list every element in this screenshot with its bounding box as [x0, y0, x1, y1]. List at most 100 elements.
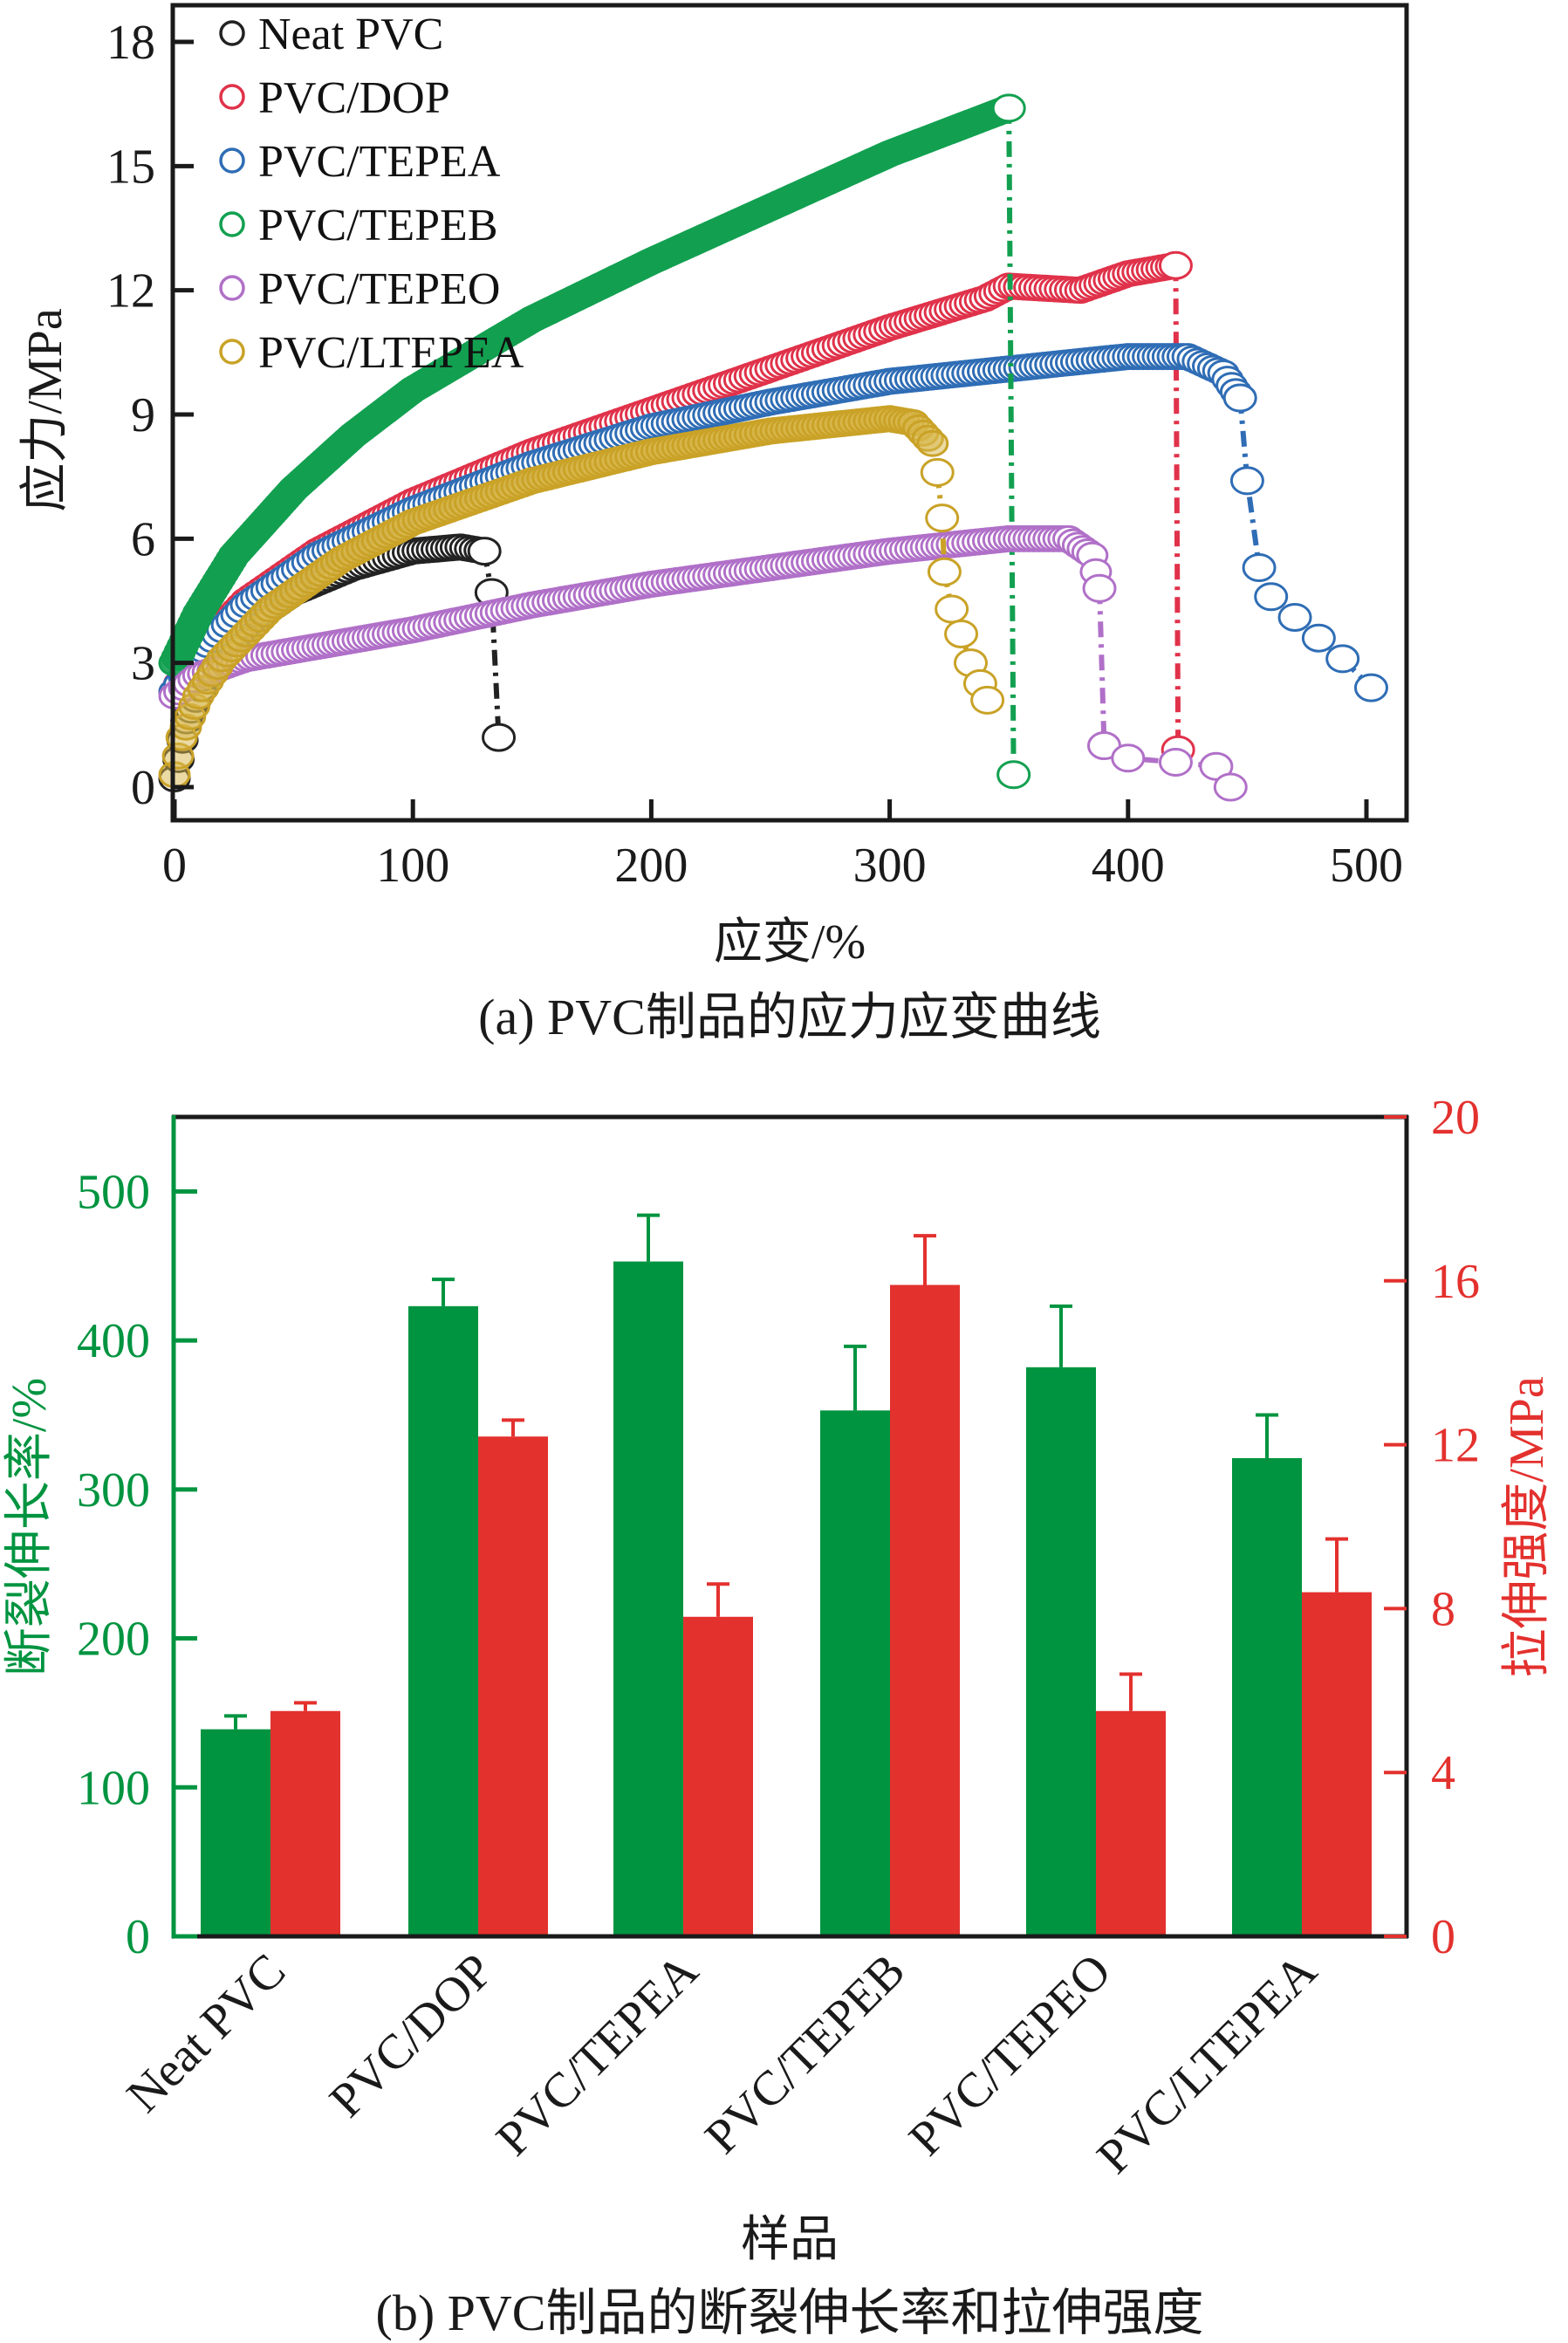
legend-label: PVC/TEPEB [258, 201, 498, 250]
legend-marker [219, 20, 245, 46]
bar-group [1026, 1304, 1166, 1936]
fracture-point [920, 457, 955, 487]
left-tick-label: 0 [126, 1910, 150, 1964]
x-axis-ticks-a: 0 100 200 300 400 500 [162, 799, 1403, 893]
x-axis-title-b: 样品 [741, 2213, 839, 2267]
fracture-point [1325, 644, 1360, 674]
category-labels: Neat PVC PVC/DOPPVC/TEPEAPVC/TEPEBPVC/TEP… [117, 1943, 1328, 2184]
x-tick-label: 100 [376, 839, 449, 893]
bar-tensile-strength [890, 1285, 960, 1936]
x-tick-label: 200 [614, 839, 688, 893]
fracture-point [1158, 250, 1193, 280]
bar-group [1232, 1413, 1372, 1936]
legend-marker [219, 211, 245, 237]
y-tick-label: 18 [106, 16, 155, 70]
caption-a: (a) PVC制品的应力应变曲线 [478, 989, 1101, 1045]
fracture-line [1173, 265, 1181, 750]
series-pvc-tepeb [158, 93, 1031, 790]
fracture-point [970, 685, 1005, 715]
x-tick-label: 400 [1092, 839, 1165, 893]
legend-label: PVC/TEPEO [258, 264, 500, 314]
bar-tensile-strength [683, 1616, 753, 1936]
left-tick-label: 200 [77, 1613, 150, 1667]
bar-tensile-strength [1302, 1592, 1372, 1936]
right-tick-label: 12 [1431, 1419, 1480, 1473]
fracture-point [1082, 573, 1117, 603]
bar-group [408, 1278, 548, 1936]
fracture-line [1006, 107, 1017, 775]
left-tick-label: 400 [77, 1314, 150, 1368]
fracture-point [1301, 623, 1336, 653]
fracture-point [1254, 582, 1289, 612]
bar-tensile-strength [478, 1436, 548, 1936]
bar-elongation [1026, 1367, 1096, 1936]
y-tick-label: 12 [106, 264, 155, 319]
category-label: Neat PVC [117, 1943, 297, 2123]
legend-label: PVC/DOP [258, 73, 450, 123]
category-label: PVC/DOP [319, 1943, 503, 2127]
bar-group [201, 1701, 340, 1936]
fracture-point [1242, 553, 1277, 583]
y-axis-title-left: 断裂伸长率/% [3, 1378, 57, 1676]
left-tick-label: 300 [77, 1463, 150, 1517]
bar-group [820, 1234, 960, 1936]
right-tick-label: 8 [1431, 1582, 1455, 1636]
legend-item: Neat PVC [219, 10, 443, 59]
y-tick-label: 15 [106, 140, 155, 194]
bar-tensile-strength [1096, 1710, 1166, 1936]
category-label: PVC/TEPEO [899, 1943, 1121, 2166]
fracture-point [1213, 772, 1248, 802]
right-tick-label: 0 [1431, 1910, 1455, 1964]
bar-elongation [613, 1261, 683, 1936]
legend-marker [219, 84, 245, 110]
left-tick-label: 100 [77, 1761, 150, 1815]
x-tick-label: 500 [1330, 839, 1403, 893]
fracture-point [927, 557, 962, 586]
fracture-point [1158, 748, 1193, 778]
bar-elongation [820, 1410, 890, 1936]
fracture-point [944, 619, 979, 648]
data-point [916, 429, 949, 457]
legend-item: PVC/LTEPEA [219, 328, 524, 378]
series-pvc-ltepea [158, 405, 1005, 789]
right-axis-ticks: 0 4 8 12 16 20 [1384, 1091, 1480, 1964]
x-tick-label: 300 [853, 839, 927, 893]
fracture-point [467, 537, 502, 566]
legend-label: PVC/TEPEA [258, 137, 501, 187]
category-label: PVC/TEPEB [695, 1943, 915, 2164]
bar-group [613, 1213, 753, 1936]
left-tick-label: 500 [77, 1165, 150, 1219]
fracture-point [1229, 466, 1264, 496]
legend-marker [219, 147, 245, 174]
category-label: PVC/TEPEA [486, 1943, 709, 2166]
fracture-point [925, 504, 960, 533]
right-tick-label: 20 [1431, 1091, 1480, 1145]
legend-item: PVC/TEPEA [219, 137, 501, 187]
y-tick-label: 0 [131, 761, 155, 815]
left-axis-ticks: 0 100 200 300 400 500 [77, 1165, 197, 1964]
caption-b: (b) PVC制品的断裂伸长率和拉伸强度 [376, 2285, 1204, 2341]
bars [201, 1213, 1372, 1936]
legend: Neat PVC PVC/DOP PVC/TEPEA PVC/TEPEB PVC/TEP… [219, 10, 524, 378]
fracture-point [996, 760, 1031, 790]
legend-label: Neat PVC [258, 10, 443, 59]
legend-item: PVC/TEPEO [219, 264, 500, 314]
bar-chart: 0 100 200 300 400 500 0 4 8 12 16 20 Neat PVC PVC/D… [3, 1091, 1554, 2341]
bar-elongation [201, 1729, 270, 1936]
category-label: PVC/LTEPEA [1087, 1943, 1328, 2184]
fracture-point [1277, 602, 1312, 632]
fracture-point [482, 723, 517, 752]
fracture-point [1111, 743, 1146, 773]
x-axis-title-a: 应变/% [714, 915, 866, 969]
fracture-point [935, 594, 969, 624]
series-pvc-tepea [158, 343, 1388, 706]
legend-item: PVC/TEPEB [219, 201, 498, 250]
plot-frame-a [170, 3, 1409, 823]
fracture-point [1353, 673, 1388, 702]
right-tick-label: 4 [1431, 1746, 1455, 1800]
bar-tensile-strength [270, 1710, 340, 1936]
x-tick-label: 0 [162, 839, 187, 893]
y-axis-title-a: 应力/MPa [18, 308, 72, 511]
stress-strain-marks [158, 93, 1388, 802]
